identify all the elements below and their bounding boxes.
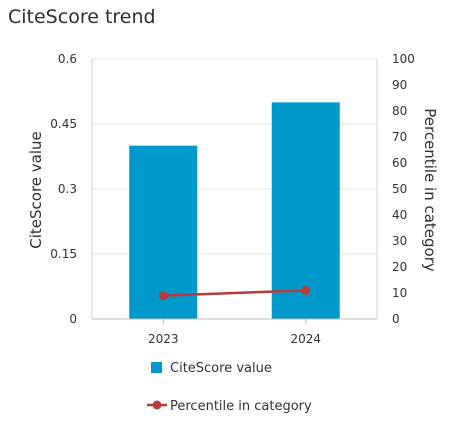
y-axis-right-ticks: 0 10 20 30 40 50 60 70 80 90 100 <box>392 52 415 326</box>
y-left-tick-label: 0.6 <box>58 52 77 66</box>
bar-2024[interactable] <box>271 102 340 319</box>
x-axis-ticks: 2023 2024 <box>148 319 321 346</box>
y-right-tick-label: 60 <box>392 156 407 170</box>
legend: CiteScore value Percentile in category <box>147 361 312 414</box>
y-left-tick-label: 0.3 <box>58 182 77 196</box>
legend-label-citescore: CiteScore value <box>170 361 272 376</box>
percentile-line <box>158 285 311 301</box>
plot-frame <box>91 59 378 320</box>
y-right-tick-label: 90 <box>392 78 407 92</box>
y-axis-right-title: Percentile in category <box>421 108 439 272</box>
y-right-tick-label: 100 <box>392 52 415 66</box>
legend-marker-percentile <box>152 400 162 410</box>
percentile-point-2024[interactable] <box>301 285 311 295</box>
legend-swatch-citescore <box>151 362 162 373</box>
y-right-tick-label: 20 <box>392 260 407 274</box>
y-right-tick-label: 30 <box>392 234 407 248</box>
y-right-tick-label: 50 <box>392 182 407 196</box>
bars <box>129 102 340 319</box>
y-right-tick-label: 80 <box>392 104 407 118</box>
y-right-tick-label: 10 <box>392 286 407 300</box>
chart-title: CiteScore trend <box>8 6 156 28</box>
percentile-line-path <box>163 289 306 297</box>
y-left-tick-label: 0.15 <box>50 247 77 261</box>
y-left-tick-label: 0.45 <box>50 117 77 131</box>
y-axis-left-title: CiteScore value <box>27 131 45 249</box>
percentile-point-2023[interactable] <box>158 291 168 301</box>
y-axis-left-ticks: 0 0.15 0.3 0.45 0.6 <box>50 52 77 326</box>
x-tick-label: 2024 <box>290 332 321 346</box>
y-right-tick-label: 70 <box>392 130 407 144</box>
x-tick-label: 2023 <box>148 332 179 346</box>
y-left-tick-label: 0 <box>69 312 77 326</box>
bar-2023[interactable] <box>129 145 198 319</box>
y-right-tick-label: 0 <box>392 312 400 326</box>
y-right-tick-label: 40 <box>392 208 407 222</box>
legend-label-percentile: Percentile in category <box>170 399 312 414</box>
legend-item-citescore[interactable]: CiteScore value <box>151 361 272 376</box>
legend-item-percentile[interactable]: Percentile in category <box>147 399 312 414</box>
